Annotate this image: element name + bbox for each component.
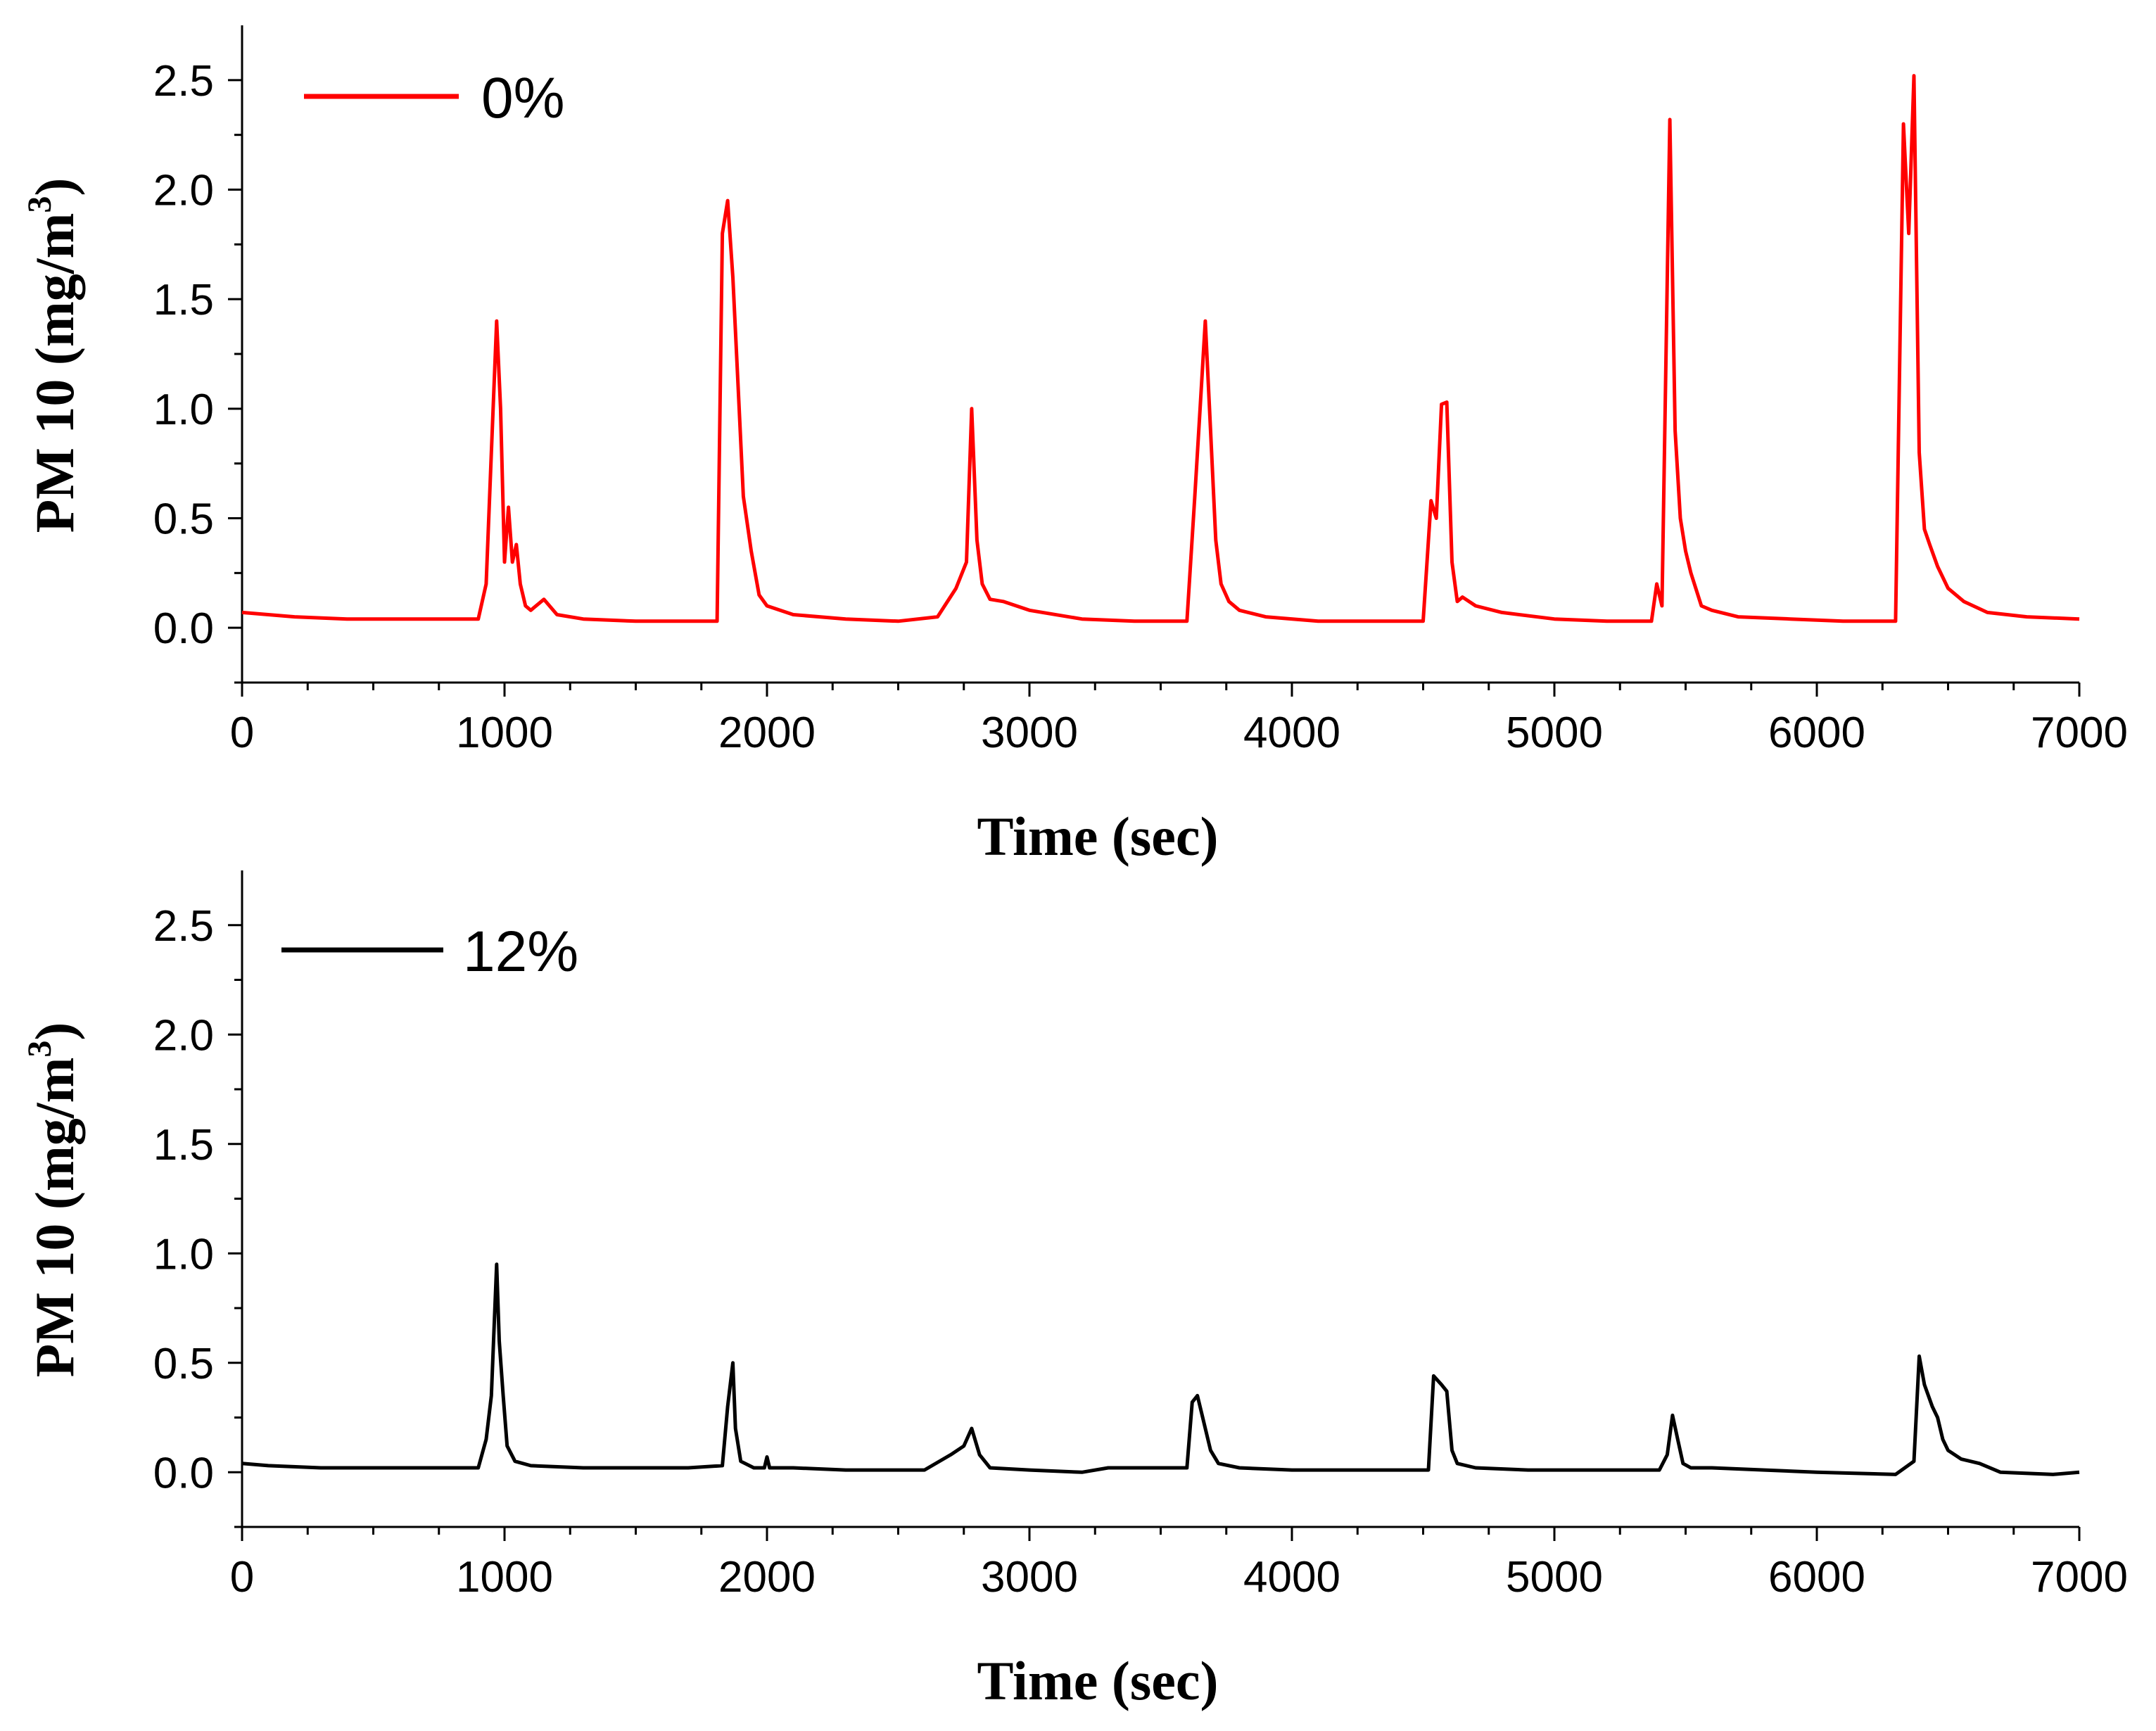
bottom-tick-labels: 0 1000 2000 3000 4000 5000 6000 7000 0.0 0.5 1.0 1.… — [153, 902, 2128, 1602]
top-x-tick-label-6: 6000 — [1768, 709, 1865, 757]
top-x-tick-label-1: 1000 — [456, 709, 553, 757]
bottom-chart-panel: 0 1000 2000 3000 4000 5000 6000 7000 0.0 0.5 1.0 1.… — [21, 870, 2128, 1711]
bottom-x-tick-label-5: 5000 — [1506, 1553, 1603, 1602]
top-y-tick-label-4: 2.0 — [153, 167, 214, 215]
bottom-y-tick-label-5: 2.5 — [153, 902, 214, 951]
bottom-y-tick-label-0: 0.0 — [153, 1449, 214, 1497]
top-x-tick-label-2: 2000 — [718, 709, 816, 757]
bottom-y-axis-title-close: ) — [24, 1022, 85, 1041]
bottom-x-tick-label-4: 4000 — [1243, 1553, 1340, 1602]
bottom-x-tick-label-7: 7000 — [2031, 1553, 2128, 1602]
top-x-tick-label-5: 5000 — [1506, 709, 1603, 757]
top-x-tick-label-7: 7000 — [2031, 709, 2128, 757]
bottom-legend-label: 12% — [463, 920, 578, 984]
bottom-ticks — [228, 924, 2081, 1541]
bottom-x-tick-label-2: 2000 — [718, 1553, 816, 1602]
bottom-y-tick-label-1: 0.5 — [153, 1340, 214, 1388]
top-chart-panel: 0 1000 2000 3000 4000 5000 6000 7000 0.0 0.5 1.0 1.… — [21, 25, 2128, 867]
bottom-y-axis-title: PM 10 (mg/m3) — [21, 1022, 85, 1378]
top-y-axis-title-main: PM 10 (mg/m — [24, 213, 85, 533]
bottom-series-line-12pct — [241, 1262, 2080, 1476]
top-y-tick-label-5: 2.5 — [153, 57, 214, 106]
top-legend-label: 0% — [481, 66, 565, 130]
top-x-tick-label-4: 4000 — [1243, 709, 1340, 757]
bottom-y-axis-title-superscript: 3 — [21, 1041, 58, 1058]
top-y-tick-label-0: 0.0 — [153, 604, 214, 653]
top-series-line-0pct — [241, 74, 2080, 623]
top-y-tick-label-2: 1.0 — [153, 386, 214, 434]
bottom-x-tick-label-0: 0 — [230, 1553, 254, 1602]
top-y-tick-label-1: 0.5 — [153, 495, 214, 544]
top-x-axis-title: Time (sec) — [977, 806, 1219, 867]
bottom-y-axis-title-main: PM 10 (mg/m — [24, 1058, 85, 1378]
top-x-tick-label-3: 3000 — [981, 709, 1078, 757]
top-y-tick-label-3: 1.5 — [153, 276, 214, 324]
bottom-y-tick-label-3: 1.5 — [153, 1121, 214, 1169]
top-y-axis-title: PM 10 (mg/m3) — [21, 178, 85, 533]
bottom-x-tick-label-1: 1000 — [456, 1553, 553, 1602]
top-y-axis-title-close: ) — [24, 178, 85, 196]
top-tick-labels: 0 1000 2000 3000 4000 5000 6000 7000 0.0 0.5 1.0 1.… — [153, 57, 2128, 757]
top-x-tick-label-0: 0 — [230, 709, 254, 757]
top-y-axis-title-superscript: 3 — [21, 196, 58, 213]
bottom-x-tick-label-3: 3000 — [981, 1553, 1078, 1602]
bottom-y-tick-label-2: 1.0 — [153, 1230, 214, 1279]
bottom-x-axis-title: Time (sec) — [977, 1650, 1219, 1711]
bottom-y-tick-label-4: 2.0 — [153, 1011, 214, 1060]
bottom-x-tick-label-6: 6000 — [1768, 1553, 1865, 1602]
top-ticks — [228, 79, 2081, 697]
